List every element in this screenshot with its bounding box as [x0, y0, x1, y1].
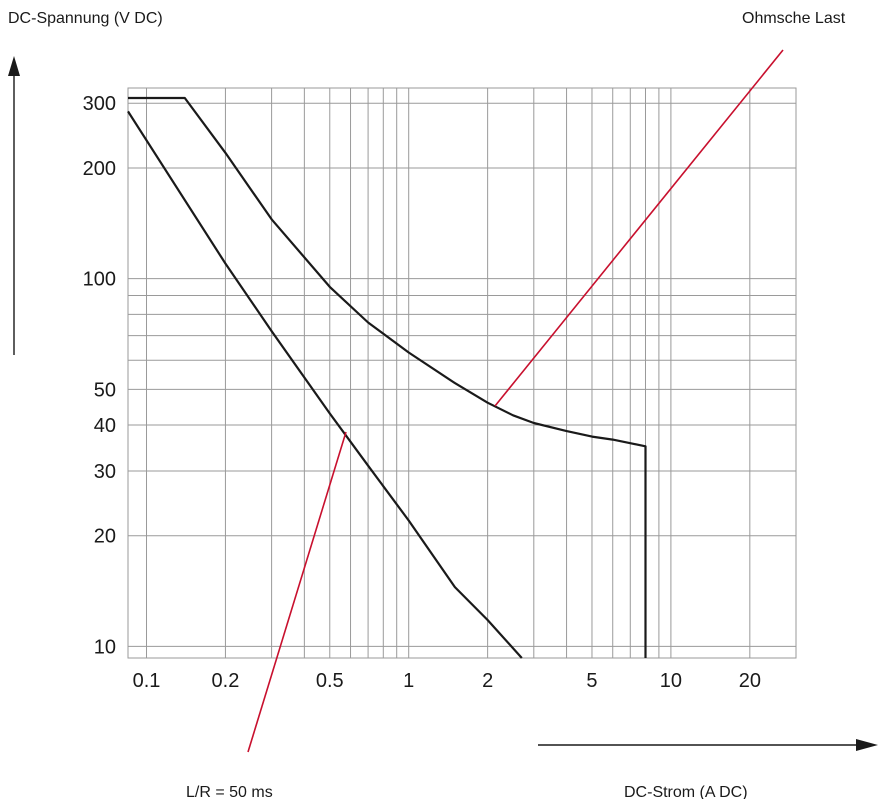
x-tick-label: 5 — [586, 670, 597, 692]
annotation-lr-50ms: L/R = 50 ms — [186, 784, 273, 799]
y-tick-label: 20 — [94, 526, 116, 548]
y-axis-arrow — [8, 56, 20, 355]
y-tick-label: 40 — [94, 415, 116, 437]
grid-lines — [128, 88, 796, 658]
leader-line-lr-50ms — [247, 431, 347, 753]
x-tick-label: 20 — [739, 670, 761, 692]
x-tick-labels: 0.1 0.2 0.5 1 2 5 10 20 — [133, 670, 761, 692]
y-axis-label: DC-Spannung (V DC) — [8, 10, 163, 27]
x-tick-label: 0.2 — [212, 670, 240, 692]
x-axis-arrow — [538, 739, 878, 751]
x-tick-label: 2 — [482, 670, 493, 692]
y-tick-label: 10 — [94, 636, 116, 658]
y-tick-labels: 10 20 30 40 50 100 200 300 — [83, 93, 116, 658]
series-line-ohmsche-last — [128, 96, 647, 658]
x-axis-label: DC-Strom (A DC) — [624, 784, 748, 799]
y-tick-label: 100 — [83, 269, 116, 291]
x-tick-label: 10 — [660, 670, 682, 692]
y-tick-label: 200 — [83, 158, 116, 180]
y-tick-label: 50 — [94, 379, 116, 401]
series-line-lr-50ms — [127, 110, 523, 659]
x-tick-label: 0.1 — [133, 670, 161, 692]
annotation-ohmsche-last: Ohmsche Last — [742, 10, 846, 27]
data-curves — [127, 96, 647, 659]
y-tick-label: 300 — [83, 93, 116, 115]
leader-line-ohmsche-last — [494, 49, 784, 407]
annotation-leaders — [247, 49, 784, 753]
y-tick-label: 30 — [94, 461, 116, 483]
x-tick-label: 1 — [403, 670, 414, 692]
x-tick-label: 0.5 — [316, 670, 344, 692]
plot-frame — [127, 87, 797, 659]
